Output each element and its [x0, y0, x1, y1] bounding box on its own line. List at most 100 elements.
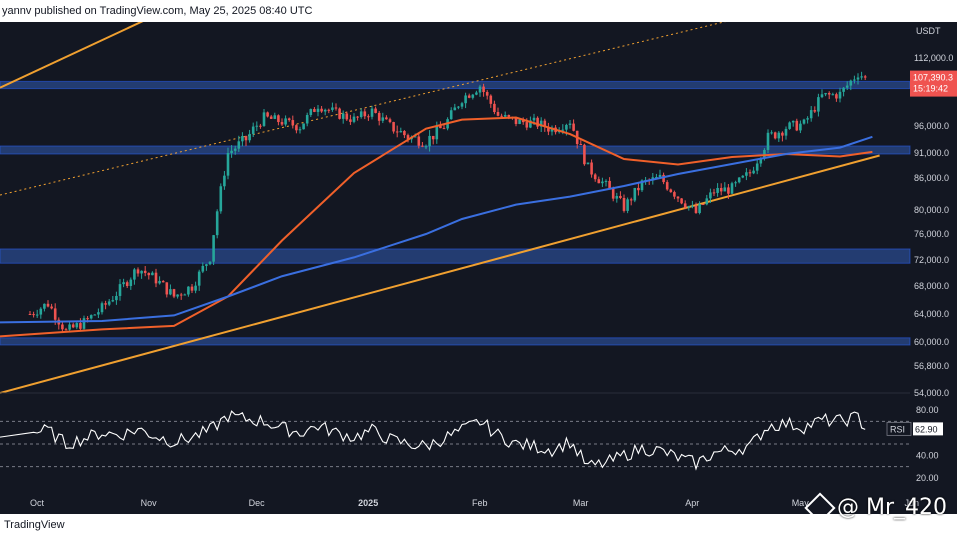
candle-body	[719, 187, 723, 192]
candle-body	[154, 272, 158, 284]
candle-body	[514, 117, 518, 124]
candle-body	[53, 308, 57, 320]
candle-body	[89, 315, 93, 319]
candle-body	[521, 119, 525, 123]
candle-body	[781, 132, 784, 136]
candle-body	[593, 174, 597, 180]
candle-body	[856, 77, 860, 80]
watermark-handle: @ Mr_420	[836, 495, 947, 520]
candle-body	[777, 132, 781, 139]
candle-body	[183, 294, 187, 296]
price-tick-label: 91,000.0	[914, 148, 949, 158]
candle-body	[356, 116, 359, 118]
price-tick-label: 80,000.0	[914, 205, 949, 215]
candle-body	[298, 129, 302, 131]
candle-body	[435, 125, 439, 140]
candle-body	[273, 115, 277, 119]
candle-body	[320, 108, 323, 112]
candle-body	[572, 123, 575, 131]
price-chart[interactable]: 80.00 40.00 20.00 RSI 62.90 USDT 112,000.0 96…	[0, 22, 957, 514]
candle-body	[428, 135, 431, 147]
candle-body	[665, 182, 669, 190]
candle-body	[309, 109, 313, 115]
candle-body	[97, 312, 100, 315]
candle-body	[374, 108, 377, 113]
time-label: May	[792, 498, 810, 508]
candle-body	[723, 187, 727, 192]
rsi-tick-label: 80.00	[916, 405, 939, 415]
candle-body	[712, 192, 716, 194]
binance-logo-icon	[804, 491, 836, 524]
candle-body	[493, 103, 496, 113]
countdown-label: 15:19:42	[913, 84, 948, 94]
last-price-label: 107,390.3	[913, 73, 953, 83]
trendline-0	[0, 154, 880, 394]
candle-body	[259, 125, 262, 127]
candle-body	[813, 110, 817, 112]
candle-body	[507, 115, 511, 117]
publish-header: yannv published on TradingView.com, May …	[0, 0, 957, 22]
candle-body	[773, 132, 777, 139]
candle-body	[136, 269, 140, 274]
candle-body	[730, 183, 734, 194]
time-label: Jun	[905, 498, 920, 508]
candle-body	[32, 314, 35, 316]
candle-body	[601, 181, 604, 184]
price-tick-label: 72,000.0	[914, 255, 949, 265]
chart-background	[0, 22, 957, 514]
candle-body	[417, 136, 421, 146]
price-tick-label: 68,000.0	[914, 281, 949, 291]
candle-body	[701, 204, 705, 206]
candle-body	[277, 115, 280, 123]
candle-body	[604, 180, 608, 182]
candle-body	[392, 122, 395, 132]
candle-body	[496, 112, 500, 116]
candle-body	[640, 180, 644, 191]
candle-body	[568, 123, 572, 125]
candle-body	[46, 303, 50, 307]
candle-body	[151, 272, 154, 276]
candle-body	[806, 118, 809, 120]
candle-body	[255, 125, 259, 127]
candle-body	[633, 187, 637, 201]
candle-body	[583, 144, 586, 165]
price-tick-label: 54,000.0	[914, 388, 949, 398]
candle-body	[532, 117, 536, 121]
candle-body	[485, 92, 489, 96]
candle-body	[597, 179, 601, 184]
price-tick-label: 60,000.0	[914, 337, 949, 347]
candle-body	[219, 186, 223, 212]
candle-body	[698, 204, 701, 213]
candle-body	[475, 92, 478, 95]
candle-body	[655, 176, 658, 178]
candle-body	[737, 177, 741, 183]
candle-body	[863, 76, 867, 78]
candle-body	[547, 127, 550, 132]
candle-body	[125, 282, 129, 286]
candle-body	[763, 149, 766, 159]
candle-body	[86, 318, 89, 320]
candle-body	[691, 205, 694, 207]
candle-body	[363, 111, 367, 117]
candle-body	[122, 282, 125, 285]
candle-body	[241, 136, 244, 142]
candle-body	[752, 170, 755, 174]
rsi-name-box	[886, 421, 912, 436]
rsi-value-label: 62.90	[915, 424, 938, 434]
candle-body	[68, 324, 71, 330]
candle-body	[205, 264, 208, 266]
candle-body	[518, 119, 521, 124]
candle-body	[784, 128, 788, 136]
trendline-1	[0, 22, 144, 89]
candle-body	[842, 87, 845, 92]
candle-body	[39, 308, 43, 315]
candle-body	[561, 129, 565, 131]
candle-body	[536, 117, 539, 127]
candle-body	[770, 132, 773, 134]
candle-body	[287, 118, 291, 121]
tradingview-brand: TradingView	[4, 519, 65, 531]
candle-body	[788, 122, 791, 129]
candle-body	[741, 175, 745, 178]
candle-body	[133, 269, 136, 280]
sr-zone-3	[0, 337, 911, 346]
